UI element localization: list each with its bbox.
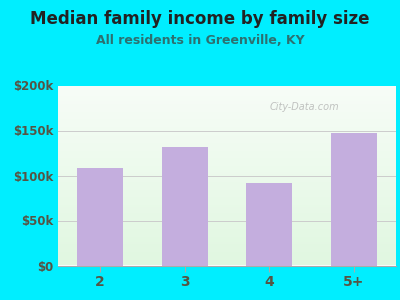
Bar <box>77 168 124 266</box>
Bar <box>162 147 208 266</box>
Text: All residents in Greenville, KY: All residents in Greenville, KY <box>96 34 304 47</box>
Text: City-Data.com: City-Data.com <box>270 102 340 112</box>
Bar <box>330 133 377 266</box>
Bar <box>246 183 292 266</box>
Text: Median family income by family size: Median family income by family size <box>30 11 370 28</box>
